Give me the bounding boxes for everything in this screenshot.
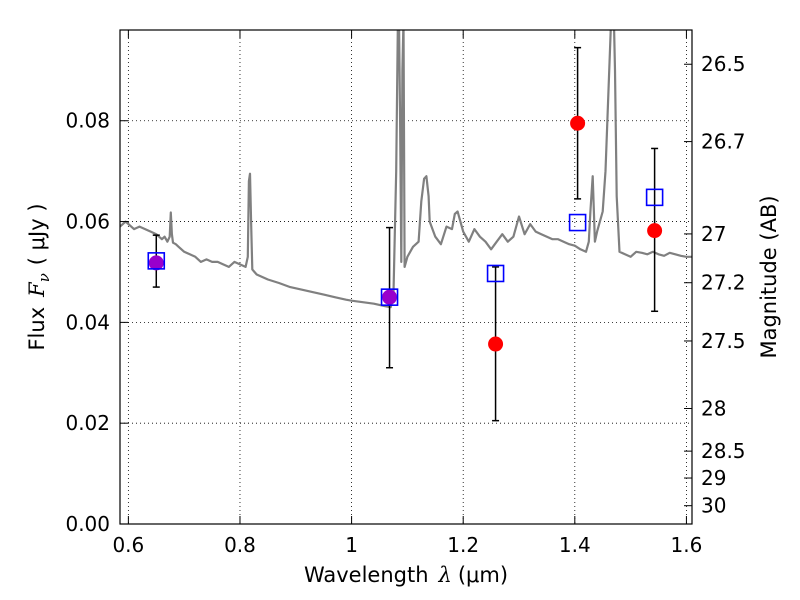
tick-layer: 0.6 0.8 1 1.2 1.4 1.6 0.00 0.02 0.04 0.06 0.08 26.5… [65, 30, 746, 557]
magnitude-tick-label: 29 [701, 466, 726, 490]
y-tick-label: 0.06 [65, 210, 110, 234]
magnitude-tick-label: 26.5 [701, 52, 746, 76]
grid-layer [120, 30, 692, 524]
x-axis-label-prefix: Wavelength [304, 563, 429, 587]
x-tick-label: 0.6 [112, 533, 144, 557]
y-axis-label-prefix: Flux [25, 307, 49, 351]
y-tick-label: 0.00 [65, 512, 110, 536]
observed-flux-point [488, 336, 504, 352]
synthetic-flux-square [147, 252, 166, 270]
y-tick-label: 0.04 [65, 310, 110, 334]
magnitude-tick-label: 27 [701, 222, 726, 246]
synthetic-flux-square [486, 264, 505, 283]
magnitude-tick-label: 28.5 [701, 439, 746, 463]
x-axis-label: Wavelength λ (μm) [304, 563, 508, 587]
marker-layer [147, 115, 664, 352]
y-right-axis-label: Magnitude (AB) [757, 195, 781, 358]
observed-flux-point [382, 289, 398, 305]
observed-flux-point [148, 255, 164, 271]
x-tick-label: 1.2 [447, 533, 479, 557]
synthetic-flux-square [645, 188, 664, 207]
x-tick-label: 1.6 [671, 533, 703, 557]
magnitude-tick-label: 30 [701, 494, 726, 518]
observed-flux-point [647, 223, 663, 239]
x-tick-label: 0.8 [224, 533, 256, 557]
y-axis-label-subscript: ν [35, 273, 53, 282]
synthetic-flux-square [568, 213, 587, 232]
x-axis-label-symbol: λ [438, 563, 452, 587]
y-tick-label: 0.08 [65, 109, 110, 133]
spectrum-layer [120, 30, 692, 309]
plot-frame [119, 29, 693, 525]
magnitude-tick-label: 27.2 [701, 271, 746, 295]
y-axis-label-unit: ( μJy ) [25, 203, 49, 265]
synthetic-flux-square [380, 288, 399, 306]
model-spectrum-line [120, 30, 692, 309]
magnitude-tick-label: 28 [701, 397, 726, 421]
x-tick-label: 1.4 [559, 533, 591, 557]
y-axis-label-symbol: F [25, 281, 49, 298]
magnitude-tick-label: 27.5 [701, 329, 746, 353]
observed-flux-point [570, 115, 586, 131]
y-tick-label: 0.02 [65, 411, 110, 435]
y-axis-label: Flux Fν ( μJy ) [25, 203, 53, 350]
x-axis-label-unit: (μm) [458, 563, 508, 587]
magnitude-tick-label: 26.7 [701, 130, 746, 154]
x-tick-label: 1 [345, 533, 358, 557]
